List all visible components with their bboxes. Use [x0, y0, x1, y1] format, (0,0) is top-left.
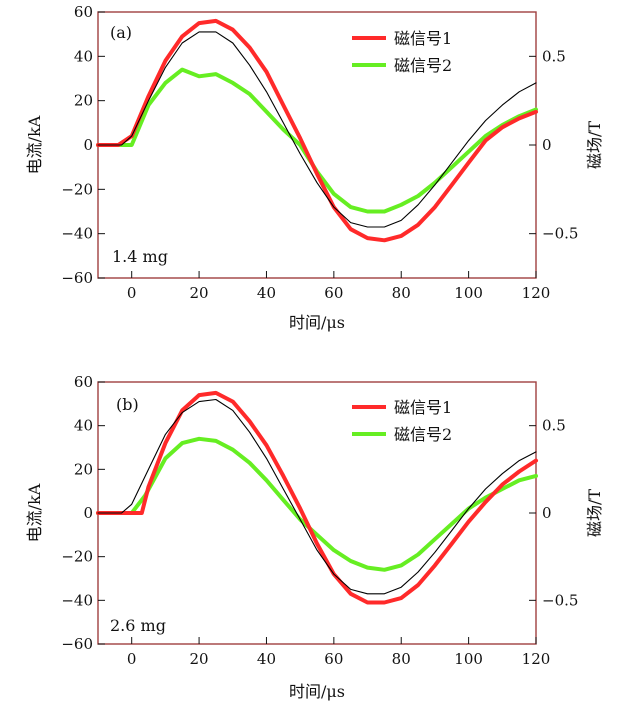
- y-axis-left-title: 电流/kA: [25, 483, 44, 542]
- x-tick-label: 100: [454, 650, 483, 668]
- x-tick-label: 20: [190, 284, 209, 302]
- y-axis-right-title: 磁场/T: [585, 121, 604, 169]
- y-tick-label: −40: [61, 591, 93, 609]
- legend-label-signal2: 磁信号2: [394, 56, 452, 75]
- panel-a: −60 −40 −20 0 20 40 60 0.5 0 −0.5 0 20 40 60 80 100 12…: [25, 3, 604, 332]
- x-axis-title: 时间/μs: [289, 313, 345, 332]
- x-tick-label: 0: [127, 650, 137, 668]
- y-tick-label: 20: [74, 92, 93, 110]
- x-axis: 0 20 40 60 80 100 120: [127, 637, 550, 668]
- y-tick-label: −40: [61, 225, 93, 243]
- y-tick-label: 40: [74, 47, 93, 65]
- x-tick-label: 40: [257, 650, 276, 668]
- y-tick-label: 0: [83, 504, 93, 522]
- sample-mass-annotation: 1.4 mg: [112, 247, 168, 266]
- y-tick-label: 40: [74, 417, 93, 435]
- y2-tick-label: 0: [542, 136, 552, 154]
- panel-label: (b): [116, 395, 139, 414]
- y-axis-right: 0.5 0 −0.5: [529, 47, 578, 243]
- x-tick-label: 60: [324, 650, 343, 668]
- legend: 磁信号1 磁信号2: [352, 398, 452, 444]
- legend: 磁信号1 磁信号2: [352, 29, 452, 75]
- series-signal1: [96, 390, 538, 605]
- x-axis-title: 时间/μs: [289, 682, 345, 701]
- legend-label-signal2: 磁信号2: [394, 425, 452, 444]
- series-signal1: [96, 18, 538, 243]
- y2-tick-label: 0.5: [542, 47, 566, 65]
- y-tick-label: 60: [74, 3, 93, 21]
- series-signal2: [96, 436, 538, 572]
- y-tick-label: −20: [61, 180, 93, 198]
- y-tick-label: 60: [74, 373, 93, 391]
- x-tick-label: 60: [324, 284, 343, 302]
- x-tick-label: 80: [392, 650, 411, 668]
- y2-tick-label: 0: [542, 504, 552, 522]
- y-axis-left: −60 −40 −20 0 20 40 60: [61, 3, 105, 287]
- x-tick-label: 100: [454, 284, 483, 302]
- x-tick-label: 20: [190, 650, 209, 668]
- y-tick-label: −20: [61, 548, 93, 566]
- y-axis-right: 0.5 0 −0.5: [529, 417, 578, 609]
- y2-tick-label: −0.5: [542, 225, 578, 243]
- y-axis-left: −60 −40 −20 0 20 40 60: [61, 373, 105, 653]
- y-tick-label: −60: [61, 269, 93, 287]
- series-group: [96, 390, 538, 605]
- x-tick-label: 80: [392, 284, 411, 302]
- y2-tick-label: −0.5: [542, 591, 578, 609]
- x-tick-label: 40: [257, 284, 276, 302]
- x-tick-label: 120: [522, 650, 551, 668]
- y2-tick-label: 0.5: [542, 417, 566, 435]
- panel-label: (a): [110, 23, 132, 42]
- series-signal2: [96, 67, 538, 214]
- sample-mass-annotation: 2.6 mg: [110, 616, 166, 635]
- y-axis-right-title: 磁场/T: [585, 489, 604, 537]
- x-tick-label: 0: [127, 284, 137, 302]
- series-group: [96, 18, 538, 243]
- x-tick-label: 120: [522, 284, 551, 302]
- y-tick-label: −60: [61, 635, 93, 653]
- plot-frame: [97, 11, 537, 279]
- y-axis-left-title: 电流/kA: [25, 115, 44, 174]
- panel-b: −60 −40 −20 0 20 40 60 0.5 0 −0.5 0 20 40 60 80 100 12…: [25, 373, 604, 701]
- plot-frame: [97, 381, 537, 645]
- x-axis: 0 20 40 60 80 100 120: [127, 271, 550, 302]
- legend-label-signal1: 磁信号1: [394, 29, 452, 48]
- series-current: [97, 31, 537, 228]
- y-tick-label: 20: [74, 460, 93, 478]
- series-current: [97, 398, 537, 595]
- y-tick-label: 0: [83, 136, 93, 154]
- legend-label-signal1: 磁信号1: [394, 398, 452, 417]
